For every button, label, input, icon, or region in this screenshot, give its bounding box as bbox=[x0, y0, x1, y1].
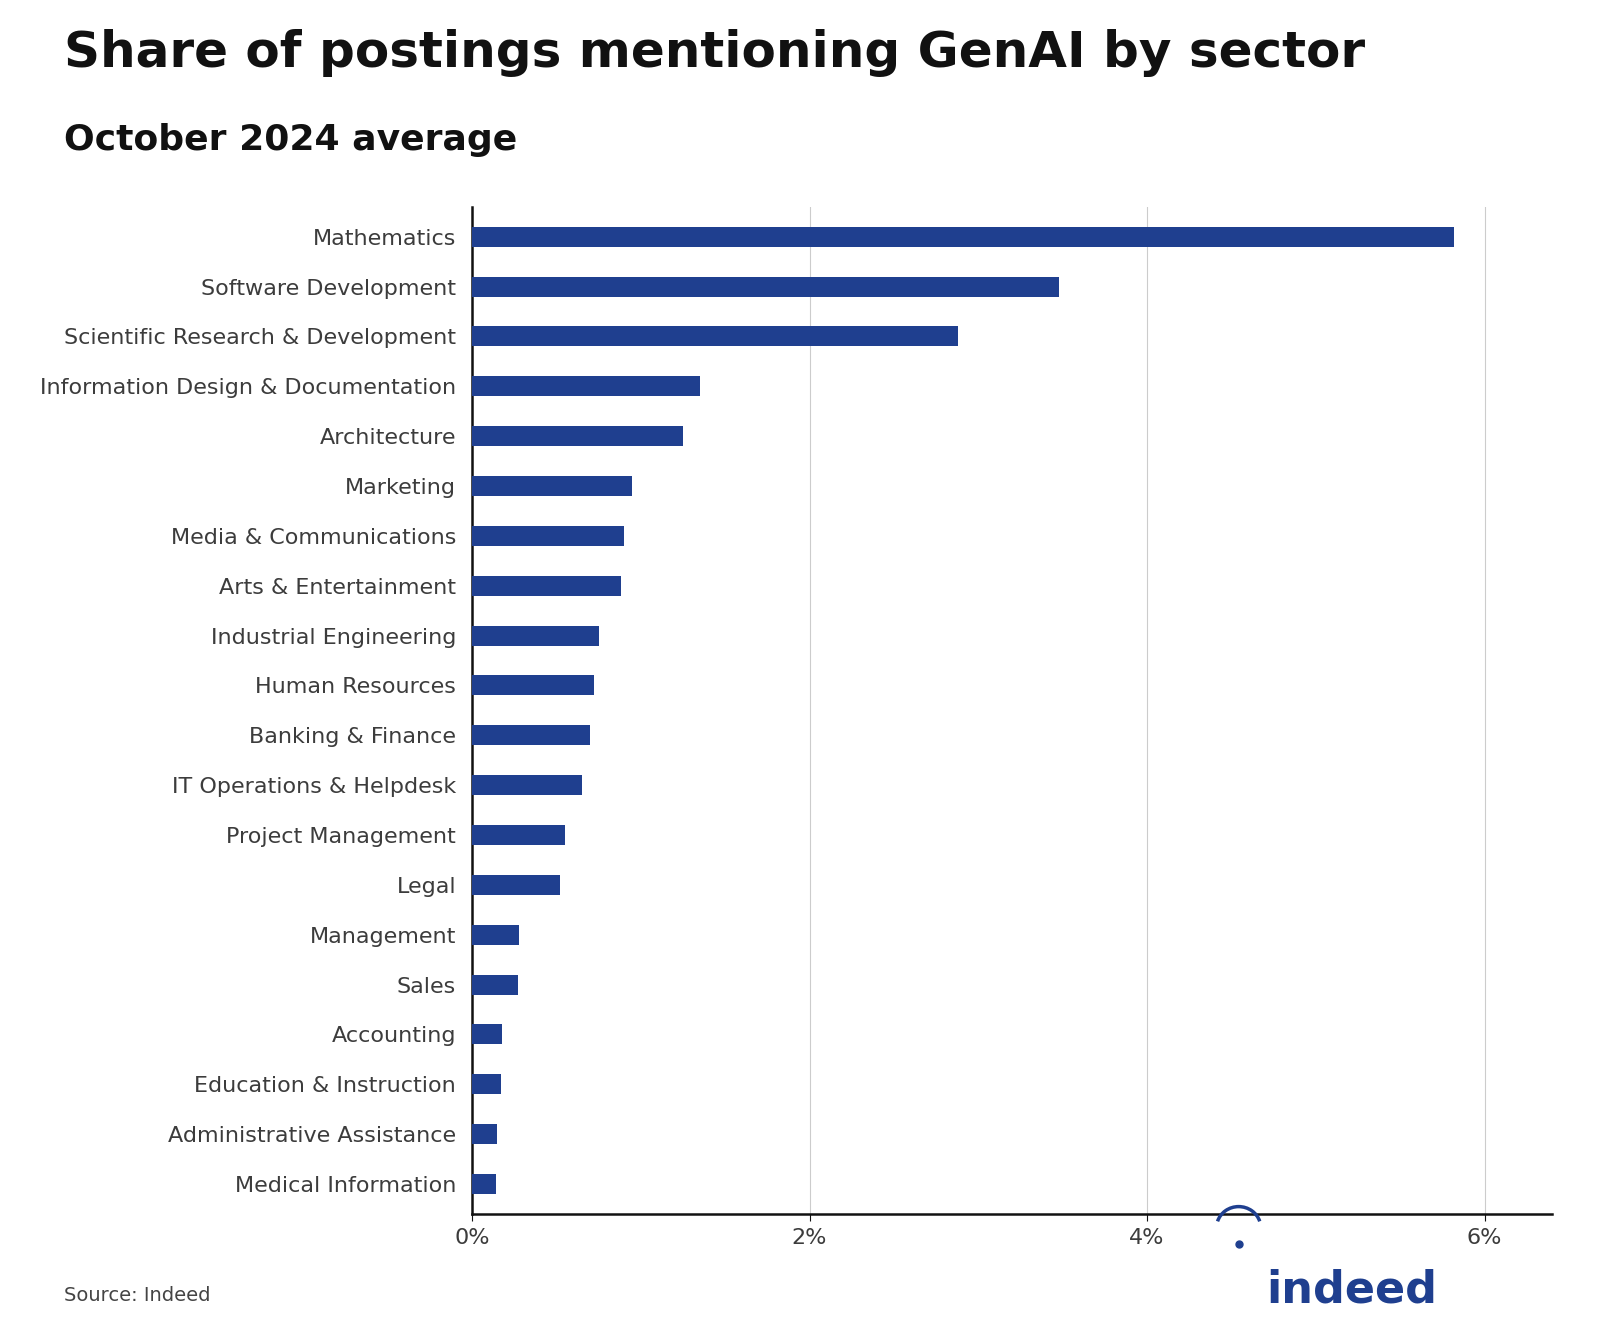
Bar bbox=[472, 526, 624, 546]
Bar bbox=[472, 824, 565, 844]
Text: Source: Indeed: Source: Indeed bbox=[64, 1286, 211, 1305]
Bar bbox=[472, 975, 517, 995]
Bar bbox=[472, 327, 958, 347]
Bar bbox=[472, 726, 590, 746]
Bar bbox=[472, 775, 582, 795]
Bar bbox=[472, 675, 594, 695]
Bar bbox=[472, 626, 598, 646]
Bar bbox=[472, 1074, 501, 1094]
Bar bbox=[472, 1025, 502, 1045]
Bar bbox=[472, 376, 699, 396]
Bar bbox=[472, 227, 1454, 247]
Bar bbox=[472, 276, 1059, 296]
Bar bbox=[472, 924, 520, 944]
Bar bbox=[472, 476, 632, 496]
Bar bbox=[472, 426, 683, 446]
Bar bbox=[472, 875, 560, 895]
Bar bbox=[472, 1174, 496, 1194]
Text: indeed: indeed bbox=[1266, 1269, 1437, 1311]
Text: October 2024 average: October 2024 average bbox=[64, 123, 517, 156]
Text: Share of postings mentioning GenAI by sector: Share of postings mentioning GenAI by se… bbox=[64, 29, 1365, 77]
Bar bbox=[472, 1125, 498, 1145]
Bar bbox=[472, 576, 621, 596]
